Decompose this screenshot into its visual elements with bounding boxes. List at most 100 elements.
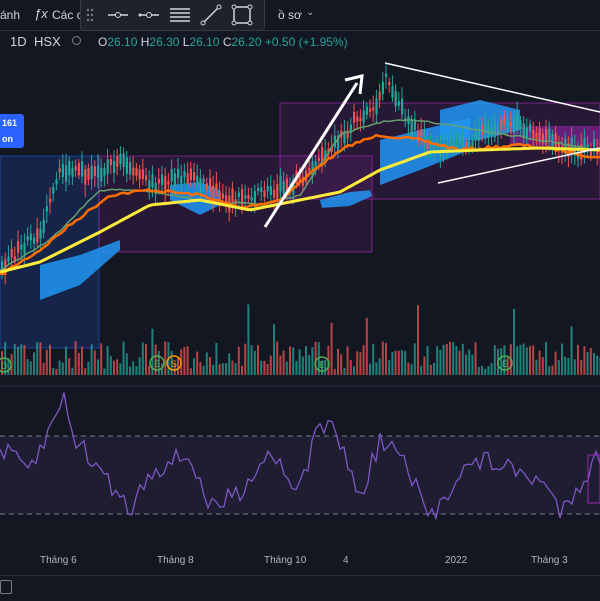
rectangle-icon[interactable] <box>229 3 255 27</box>
volume-bar <box>493 345 496 375</box>
price-chart[interactable]: D E S E E <box>0 30 600 545</box>
candle-body <box>391 86 394 98</box>
volume-bar <box>388 360 391 375</box>
formula-icon[interactable]: ƒx <box>34 6 48 21</box>
high-label: H <box>140 35 150 49</box>
drag-handle-icon[interactable] <box>83 3 97 27</box>
volume-bar <box>52 367 55 375</box>
candle-body <box>1 261 4 271</box>
volume-bar <box>484 368 487 375</box>
candle-body <box>372 107 375 111</box>
volume-bar <box>58 360 61 375</box>
candle-body <box>177 168 180 179</box>
parallel-lines-icon[interactable] <box>167 3 193 27</box>
horizontal-line-icon[interactable] <box>105 3 131 27</box>
candle-body <box>212 185 215 201</box>
volume-bar <box>257 345 259 375</box>
candle-body <box>39 228 42 239</box>
volume-bar <box>429 364 432 375</box>
volume-bar <box>148 365 151 375</box>
volume-bar <box>541 356 544 375</box>
volume-bar <box>538 350 541 375</box>
candle-body <box>103 168 106 176</box>
time-axis[interactable]: Tháng 6 Tháng 8 Tháng 10 4 2022 Tháng 3 <box>0 545 600 575</box>
chevron-down-icon[interactable]: ⌄ <box>306 7 315 18</box>
triangle-upper-line[interactable] <box>384 62 600 113</box>
volume-bar <box>545 341 547 375</box>
candle-body <box>193 172 196 181</box>
volume-bar <box>461 343 464 375</box>
volume-bar <box>516 346 519 375</box>
interval-label[interactable]: 1D <box>10 34 27 49</box>
candle-body <box>260 187 263 193</box>
volume-bar <box>401 350 403 375</box>
candle-body <box>68 160 71 176</box>
volume-bar <box>161 363 163 375</box>
volume-bar <box>557 359 560 375</box>
candle-body <box>500 119 503 130</box>
toolbar-fragment-left[interactable]: ánh <box>0 8 21 22</box>
volume-bar <box>125 353 128 375</box>
volume-bar <box>132 361 135 375</box>
candle-body <box>247 195 250 199</box>
event-marker-label: E <box>154 359 160 369</box>
candle-body <box>554 133 557 150</box>
volume-bar <box>410 364 413 375</box>
volume-bar <box>116 359 119 375</box>
volume-bar <box>455 346 458 375</box>
toolbar-fragment-right[interactable]: ồ sơ <box>278 8 302 22</box>
volume-bar <box>273 324 275 375</box>
candle-body <box>253 191 256 204</box>
candle-body <box>202 178 205 183</box>
rsi-highlight-box[interactable] <box>587 454 600 504</box>
event-marker-e <box>497 355 513 371</box>
calendar-icon[interactable] <box>0 580 12 594</box>
candle-body <box>465 142 468 149</box>
volume-bar <box>349 359 352 375</box>
candle-body <box>52 186 55 194</box>
trend-arrow-head[interactable] <box>344 74 364 95</box>
volume-bar <box>442 344 445 375</box>
volume-bar <box>397 350 400 375</box>
volume-bar <box>145 344 147 375</box>
candle-body <box>330 146 333 152</box>
price-tag-badge[interactable]: 161 on <box>0 114 24 148</box>
volume-bar <box>477 366 480 375</box>
high-value: 26.30 <box>149 35 180 49</box>
triangle-lower-line[interactable] <box>437 147 600 184</box>
volume-bar <box>77 352 80 375</box>
volume-bar <box>173 362 176 375</box>
volume-bar <box>113 360 115 375</box>
candle-body <box>337 135 340 152</box>
volume-bar <box>535 359 538 375</box>
volume-bar <box>301 356 304 375</box>
indicators-button[interactable]: Các c <box>52 8 83 22</box>
volume-bar <box>68 357 71 375</box>
volume-bar <box>465 354 467 375</box>
candle-body <box>125 157 128 174</box>
volume-bar <box>61 362 64 375</box>
volume-bar <box>106 346 109 375</box>
volume-bar <box>289 346 291 375</box>
candle-body <box>548 128 551 140</box>
candle-body <box>29 233 32 241</box>
trend-line-icon[interactable] <box>198 3 224 27</box>
volume-bar <box>298 349 301 375</box>
candle-body <box>138 169 141 180</box>
bottom-toolbar <box>0 575 600 601</box>
horizontal-ray-icon[interactable] <box>136 3 162 27</box>
trend-arrow-line[interactable] <box>263 82 359 228</box>
candle-body <box>180 176 183 184</box>
volume-bar <box>138 357 141 375</box>
volume-bar <box>586 352 589 375</box>
candle-body <box>129 162 132 175</box>
volume-bar <box>548 366 551 375</box>
candle-body <box>55 179 58 185</box>
candle-body <box>257 187 260 191</box>
volume-bar <box>285 361 288 375</box>
ohlc-values: O26.10 H26.30 L26.10 C26.20 +0.50 (+1.95… <box>98 35 348 49</box>
candle-body <box>276 183 279 201</box>
volume-bar <box>343 367 346 375</box>
cloud-segment <box>170 182 220 215</box>
event-markers[interactable]: D E S E E <box>0 355 513 373</box>
